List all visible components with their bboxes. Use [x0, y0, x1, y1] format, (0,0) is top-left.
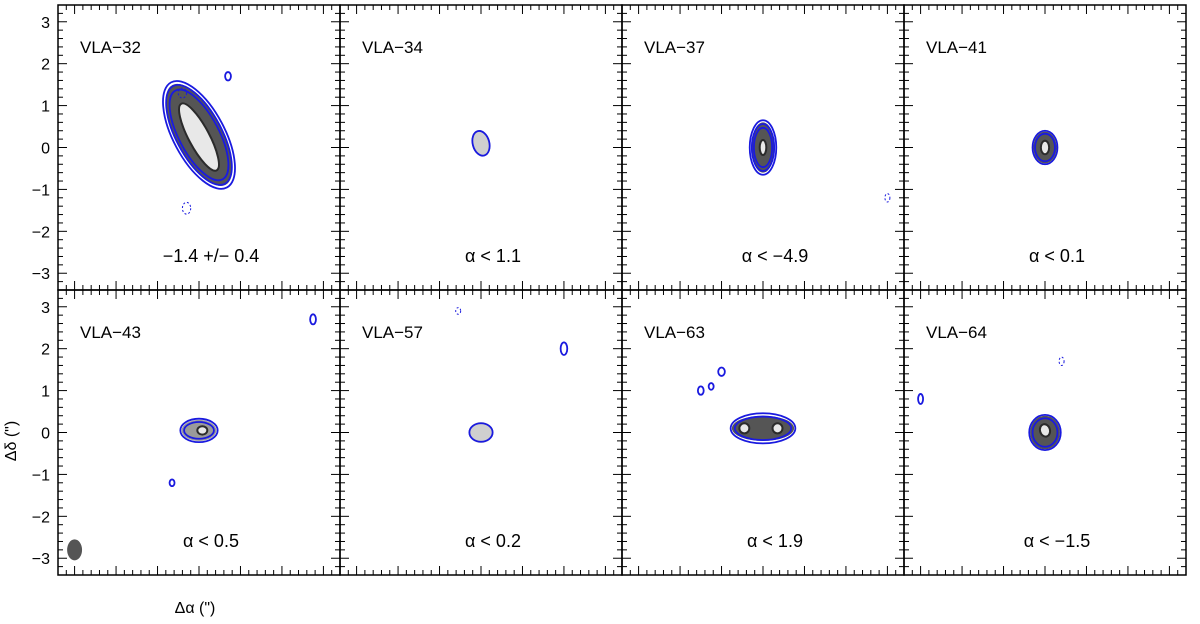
x-axis-label: Δα (") [175, 600, 216, 617]
panel: VLA−37 α < −4.9 [621, 4, 905, 291]
negative-contour-line [884, 193, 891, 203]
panel-source-name: VLA−34 [362, 38, 423, 57]
panel-source-name: VLA−63 [644, 323, 705, 342]
contour-line [168, 88, 230, 182]
y-tick-label: −1 [32, 182, 50, 199]
emission-region [471, 130, 491, 157]
contour-line [733, 415, 793, 441]
contour-line [729, 412, 797, 445]
negative-contour-line [1058, 356, 1065, 366]
contour-line [750, 123, 776, 172]
y-tick-label: 3 [41, 15, 50, 32]
contour-line [917, 393, 924, 405]
spectral-index-label: α < 0.5 [183, 531, 239, 551]
contour-line [696, 385, 705, 396]
panel-source-name: VLA−37 [644, 38, 705, 57]
emission-peak [1039, 139, 1051, 156]
spectral-index-label: α < 0.2 [465, 531, 521, 551]
panel: VLA−63 α < 1.9 [621, 289, 905, 576]
contour-line [468, 422, 494, 443]
y-tick-label: −2 [32, 509, 50, 526]
emission-peak [1038, 423, 1052, 438]
panel-source-name: VLA−41 [926, 38, 987, 57]
spectral-index-label: −1.4 +/− 0.4 [163, 246, 260, 266]
contour-line [559, 341, 569, 356]
emission-peak [771, 422, 784, 435]
emission-region [468, 422, 494, 443]
contour-line [162, 80, 236, 190]
panel-source-name: VLA−64 [926, 323, 987, 342]
contour-line [1031, 417, 1059, 448]
panel-source-name: VLA−32 [80, 38, 141, 57]
panels-grid: 3 2 1 0 −1 −2 −3 VLA−32 −1.4 +/− 0.4 VLA−34 α < 1.… [32, 4, 1187, 576]
y-tick-label: −3 [32, 551, 50, 568]
contour-line [183, 421, 215, 440]
contour-line [717, 366, 726, 377]
emission-peak [196, 425, 209, 436]
panel: 3 2 1 0 −1 −2 −3 VLA−43 α < 0.5 [32, 289, 341, 576]
y-tick-label: 2 [41, 342, 50, 359]
panel: VLA−41 α < 0.1 [903, 4, 1187, 291]
beam-ellipse [67, 539, 83, 561]
spectral-index-label: α < −4.9 [742, 246, 808, 266]
y-axis-label: Δδ (") [3, 421, 20, 461]
spectral-index-label: α < 0.1 [1029, 246, 1085, 266]
negative-contour-line [181, 201, 192, 215]
spectral-index-label: α < 1.1 [465, 246, 521, 266]
panel: VLA−34 α < 1.1 [339, 4, 623, 291]
emission-region [731, 415, 795, 441]
y-tick-label: 3 [41, 300, 50, 317]
y-tick-label: −1 [32, 467, 50, 484]
panel-source-name: VLA−43 [80, 323, 141, 342]
contour-line [471, 130, 491, 157]
y-tick-label: −2 [32, 224, 50, 241]
spectral-index-label: α < 1.9 [747, 531, 803, 551]
y-tick-label: 0 [41, 426, 50, 443]
panel: VLA−64 α < −1.5 [903, 289, 1187, 576]
emission-peak [758, 138, 768, 157]
contour-line [224, 71, 232, 82]
contour-line [707, 382, 715, 391]
negative-contour-line [177, 87, 188, 99]
contour-line [165, 84, 233, 186]
emission-peak [738, 422, 751, 435]
y-tick-label: 0 [41, 141, 50, 158]
contour-line [309, 313, 317, 326]
contour-line [752, 126, 774, 169]
panel-source-name: VLA−57 [362, 323, 423, 342]
y-tick-label: −3 [32, 266, 50, 283]
contour-line [179, 417, 219, 444]
y-tick-label: 2 [41, 57, 50, 74]
negative-contour-line [455, 307, 462, 315]
spectral-index-label: α < −1.5 [1024, 531, 1090, 551]
panel: 3 2 1 0 −1 −2 −3 VLA−32 −1.4 +/− 0.4 [32, 4, 341, 291]
contour-line [748, 119, 778, 176]
contour-line [1028, 413, 1062, 452]
y-tick-label: 1 [41, 384, 50, 401]
contour-line [168, 478, 176, 488]
y-tick-label: 1 [41, 99, 50, 116]
panel: VLA−57 α < 0.2 [339, 289, 623, 576]
contour-line [1034, 132, 1056, 163]
emission-peak [178, 102, 220, 172]
contour-line [1031, 129, 1059, 166]
